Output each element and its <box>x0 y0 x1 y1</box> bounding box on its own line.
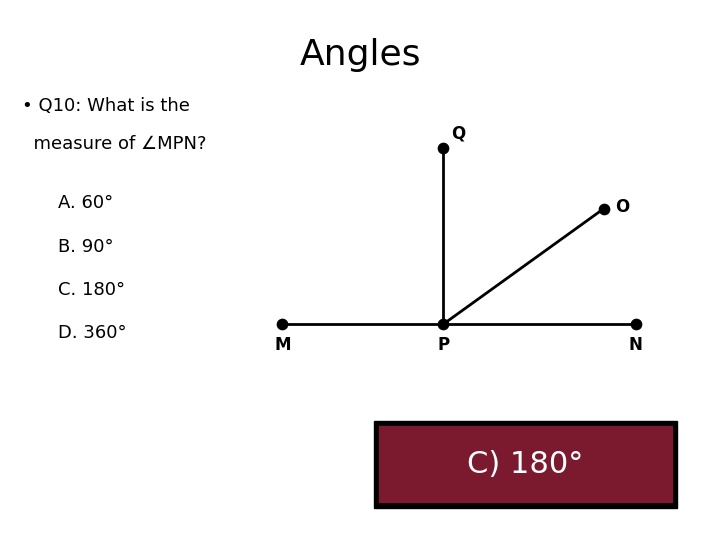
Point <box>437 143 449 152</box>
Text: C) 180°: C) 180° <box>467 450 584 479</box>
Text: O: O <box>615 198 629 216</box>
Text: D. 360°: D. 360° <box>58 324 126 342</box>
Text: P: P <box>437 335 449 354</box>
Point <box>276 320 288 329</box>
Text: C. 180°: C. 180° <box>58 281 125 299</box>
Point <box>598 204 609 213</box>
Text: A. 60°: A. 60° <box>58 194 113 212</box>
FancyBboxPatch shape <box>374 421 677 508</box>
Text: M: M <box>274 335 291 354</box>
Text: B. 90°: B. 90° <box>58 238 113 255</box>
Point <box>630 320 642 329</box>
Text: N: N <box>629 335 643 354</box>
Text: measure of ∠MPN?: measure of ∠MPN? <box>22 135 206 153</box>
FancyBboxPatch shape <box>379 427 672 502</box>
Text: • Q10: What is the: • Q10: What is the <box>22 97 189 115</box>
Point <box>437 320 449 329</box>
Text: Angles: Angles <box>300 38 420 72</box>
Text: Q: Q <box>451 125 465 143</box>
